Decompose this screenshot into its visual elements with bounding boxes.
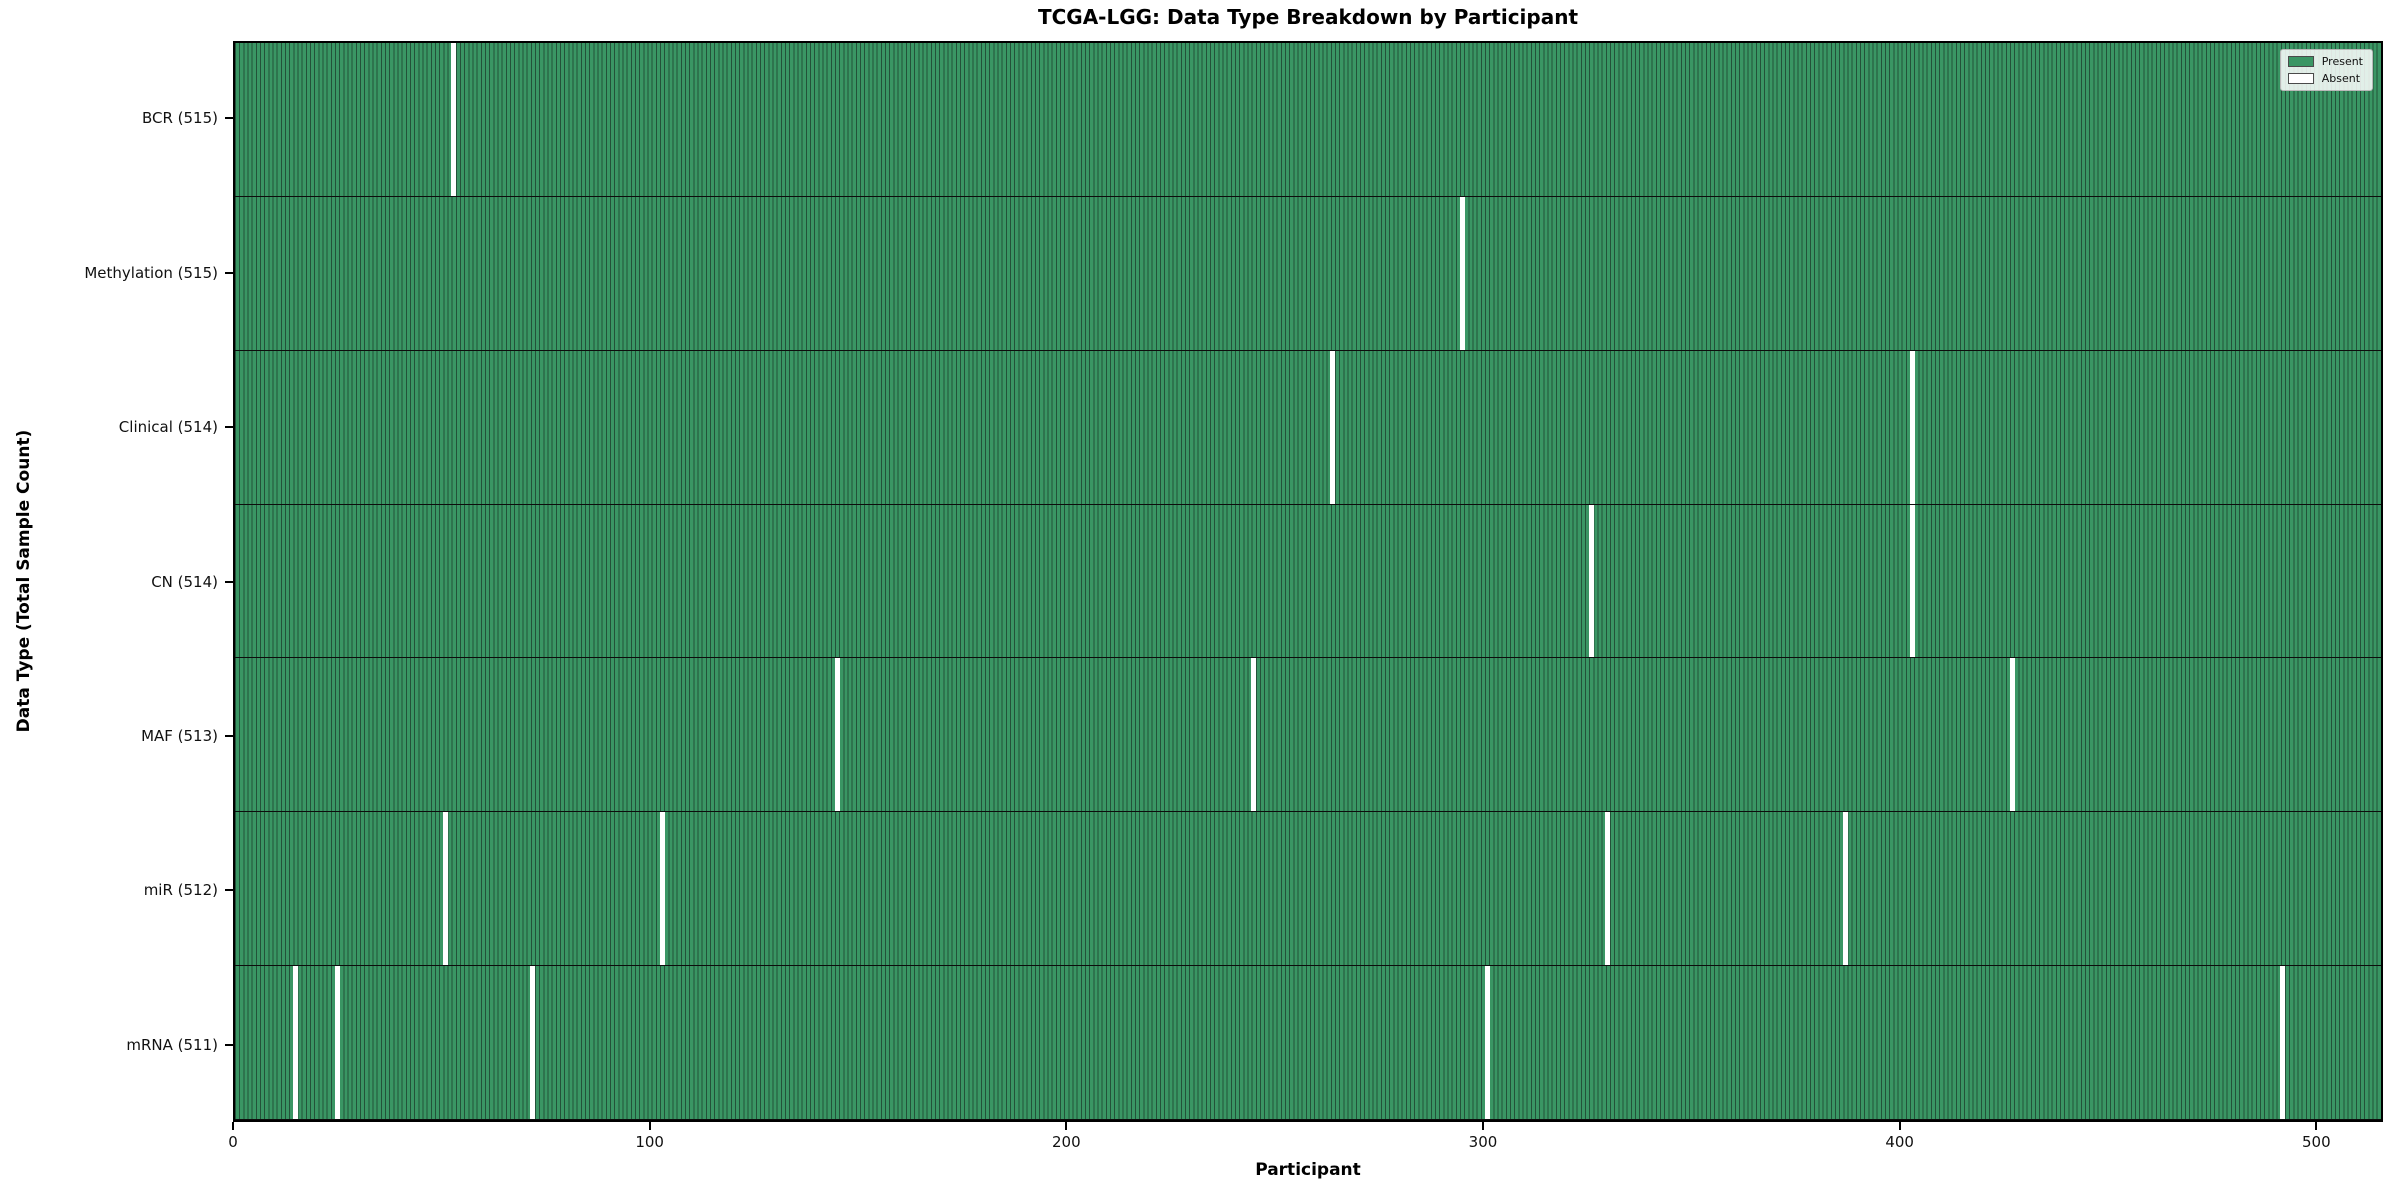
heatmap-row-Methylation — [235, 196, 2381, 351]
legend-swatch-icon — [2287, 56, 2314, 67]
chart-title: TCGA-LGG: Data Type Breakdown by Partici… — [1037, 5, 1579, 29]
x-tick-mark — [1898, 1122, 1901, 1130]
x-tick-label: 300 — [1468, 1133, 1498, 1151]
y-tick-mark — [225, 580, 233, 583]
heatmap-row-miR — [235, 812, 2381, 967]
x-tick-mark — [1482, 1122, 1484, 1130]
y-tick-label: MAF (513) — [141, 726, 218, 745]
x-tick-mark — [1065, 1122, 1068, 1130]
absent-gap — [292, 966, 298, 1120]
y-tick-mark — [225, 117, 233, 120]
legend-entry: Absent — [2287, 72, 2363, 85]
absent-gap — [451, 43, 457, 196]
y-tick-label: Methylation (515) — [84, 263, 218, 282]
heatmap-row-BCR — [235, 43, 2381, 197]
legend-swatch-icon — [2287, 73, 2314, 84]
x-axis-label: Participant — [1255, 1160, 1361, 1180]
x-tick-label: 200 — [1052, 1133, 1081, 1151]
y-tick-mark — [225, 889, 233, 892]
absent-gap — [659, 812, 665, 966]
absent-gap — [1588, 504, 1594, 658]
absent-gap — [1330, 350, 1336, 504]
y-tick-label: mRNA (511) — [126, 1035, 218, 1054]
legend-entry: Present — [2287, 55, 2363, 68]
absent-gap — [530, 966, 536, 1120]
legend-label: Present — [2321, 55, 2363, 68]
y-tick-mark — [225, 426, 233, 429]
absent-gap — [1605, 812, 1611, 966]
absent-gap — [834, 658, 840, 812]
y-tick-label: BCR (515) — [141, 109, 218, 128]
y-tick-label: Clinical (514) — [118, 418, 218, 437]
y-tick-label: CN (514) — [151, 572, 218, 591]
heatmap-row-MAF — [235, 658, 2381, 813]
y-tick-mark — [225, 271, 233, 274]
plot-area: Present Absent — [233, 41, 2383, 1122]
y-tick-mark — [225, 1043, 233, 1046]
x-tick-label: 500 — [2302, 1133, 2331, 1151]
legend: Present Absent — [2279, 49, 2373, 91]
absent-gap — [2009, 658, 2015, 812]
absent-gap — [2280, 966, 2286, 1120]
x-tick-label: 400 — [1885, 1133, 1914, 1151]
absent-gap — [334, 966, 340, 1120]
x-tick-label: 100 — [635, 1133, 664, 1151]
heatmap-row-mRNA — [235, 966, 2381, 1121]
legend-label: Absent — [2321, 72, 2361, 85]
x-tick-mark — [2315, 1122, 2318, 1130]
absent-gap — [1842, 812, 1848, 966]
x-tick-mark — [232, 1122, 234, 1130]
absent-gap — [1251, 658, 1257, 812]
absent-gap — [1459, 196, 1465, 350]
heatmap-row-CN — [235, 504, 2381, 659]
y-tick-label: miR (512) — [143, 881, 218, 900]
absent-gap — [1909, 350, 1915, 504]
absent-gap — [1484, 966, 1490, 1120]
absent-gap — [1909, 504, 1915, 658]
x-tick-mark — [648, 1122, 651, 1130]
x-tick-label: 0 — [228, 1133, 238, 1151]
absent-gap — [442, 812, 448, 966]
heatmap-row-Clinical — [235, 350, 2381, 505]
y-tick-mark — [225, 734, 233, 737]
